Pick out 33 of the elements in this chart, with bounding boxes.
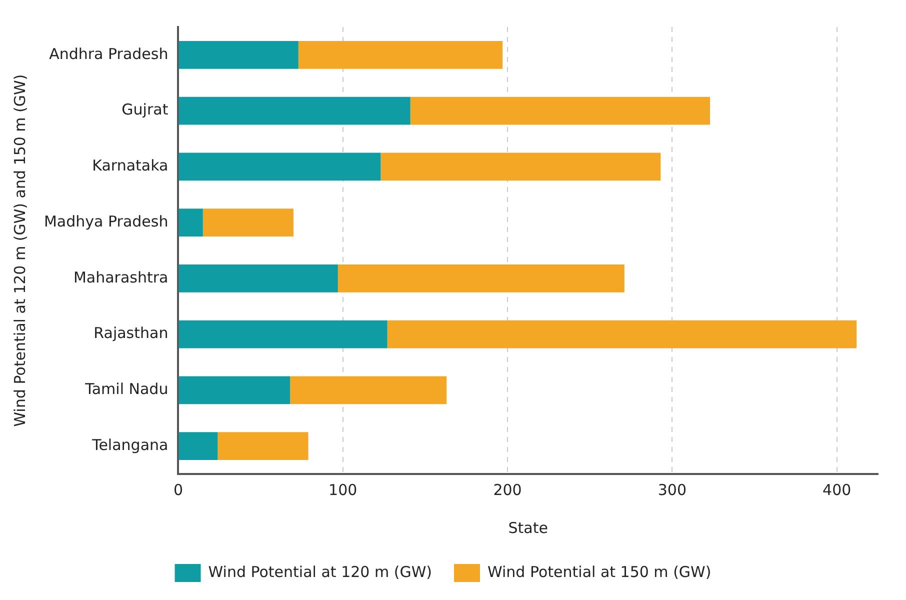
bar [178,208,203,237]
x-tick-label: 0 [173,480,183,499]
bar [178,264,338,292]
y-axis-title: Wind Potential at 120 m (GW) and 150 m (GW) [10,74,29,427]
x-axis-title: State [508,518,548,537]
y-tick-label: Tamil Nadu [84,380,168,398]
x-tick-label: 200 [493,480,522,499]
y-tick-label: Madhya Pradesh [44,212,168,230]
bar [178,432,218,460]
x-tick-label: 300 [658,480,686,499]
y-tick-label: Karnataka [92,156,168,175]
bar [290,376,447,404]
bar [410,96,710,125]
bar [178,320,388,348]
y-tick-label: Gujrat [122,100,168,119]
bar [380,152,661,181]
bar [178,96,410,125]
y-tick-label: Telangana [91,436,168,454]
bar [202,208,294,237]
bar [387,320,857,348]
bar [338,264,624,292]
bar [178,152,381,181]
legend-label: Wind Potential at 120 m (GW) [208,562,432,581]
y-tick-label: Maharashtra [73,268,168,286]
legend-label: Wind Potential at 150 m (GW) [488,562,712,581]
x-tick-label: 400 [822,480,852,499]
y-tick-label: Andhra Pradesh [49,44,168,63]
bar [178,376,290,404]
bar [218,432,308,460]
bar [298,40,503,69]
y-tick-label: Rajasthan [94,324,168,342]
bar [178,40,298,69]
x-tick-label: 100 [328,480,358,499]
